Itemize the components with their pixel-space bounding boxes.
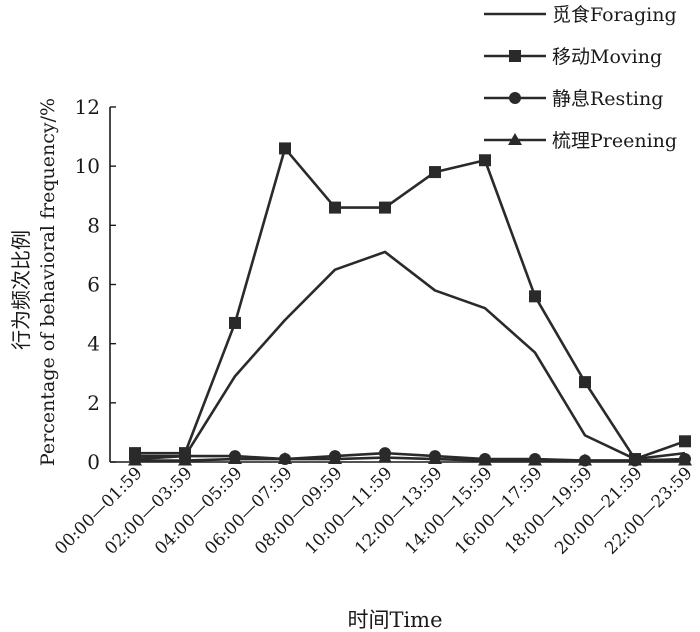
- x-tick-label: 12:00—13:59: [351, 463, 446, 558]
- series-line-preening: [135, 456, 685, 462]
- data-point-preening: [678, 453, 692, 466]
- data-point-preening: [178, 453, 192, 466]
- legend-marker-resting: [509, 92, 521, 104]
- series-line-moving: [135, 147, 686, 461]
- data-point-preening: [528, 453, 542, 466]
- y-tick-label: 6: [87, 273, 100, 297]
- x-tick-label: 16:00—17:59: [451, 463, 546, 558]
- x-tick-label: 02:00—03:59: [101, 463, 196, 558]
- data-point-preening: [128, 453, 142, 466]
- y-axis-label-en: Percentage of behavioral frequency/%: [37, 98, 59, 466]
- data-point-moving: [529, 290, 541, 303]
- legend-label-preening: 梳理Preening: [552, 130, 677, 152]
- x-tick-label: 10:00—11:59: [301, 463, 396, 558]
- y-axis-label-en-group: Percentage of behavioral frequency/%: [37, 98, 59, 466]
- y-tick-label: 8: [87, 213, 100, 237]
- y-tick-label: 10: [75, 154, 100, 178]
- data-point-moving: [429, 166, 441, 179]
- data-point-preening: [628, 453, 642, 466]
- data-point-preening: [278, 452, 292, 465]
- x-tick-label: 14:00—15:59: [401, 463, 496, 558]
- x-tick-label: 00:00—01:59: [51, 463, 146, 558]
- data-point-preening: [328, 452, 342, 465]
- legend-item-resting: 静息Resting: [484, 88, 663, 110]
- series-resting: [129, 447, 691, 467]
- series-foraging: [135, 250, 686, 461]
- y-axis-label-cn: 行为频次比例: [9, 230, 33, 350]
- x-tick-label: 04:00—05:59: [151, 463, 246, 558]
- y-tick-label: 12: [75, 95, 100, 119]
- data-point-moving: [379, 201, 391, 214]
- legend-label-moving: 移动Moving: [552, 46, 662, 68]
- legend-label-resting: 静息Resting: [552, 88, 663, 110]
- legend-item-foraging: 觅食Foraging: [484, 4, 677, 26]
- legend-marker-preening: [508, 133, 522, 145]
- x-tick-label: 18:00—19:59: [501, 463, 596, 558]
- x-tick-label: 22:00—23:59: [601, 463, 696, 558]
- legend-label-foraging: 觅食Foraging: [552, 4, 677, 26]
- data-point-moving: [229, 316, 241, 329]
- data-point-preening: [578, 453, 592, 466]
- x-axis-label: 时间Time: [347, 608, 442, 632]
- legend-item-moving: 移动Moving: [484, 46, 662, 68]
- series-group: [128, 142, 692, 467]
- x-tick-label: 08:00—09:59: [251, 463, 346, 558]
- series-preening: [128, 450, 692, 466]
- data-point-moving: [279, 142, 291, 155]
- data-point-preening: [478, 453, 492, 466]
- data-point-moving: [579, 376, 591, 389]
- x-tick-label: 20:00—21:59: [551, 463, 646, 558]
- data-point-preening: [428, 452, 442, 465]
- data-point-moving: [329, 201, 341, 214]
- series-line-foraging: [135, 250, 686, 461]
- y-ticks: 0 2 4 6 8 10 12: [75, 95, 116, 474]
- y-tick-label: 0: [87, 450, 100, 474]
- legend-marker-moving: [509, 50, 521, 62]
- y-tick-label: 2: [87, 391, 100, 415]
- data-point-moving: [479, 154, 491, 167]
- series-moving: [129, 142, 691, 466]
- data-point-moving: [679, 435, 691, 448]
- legend: 觅食Foraging 移动Moving 静息Resting 梳理Preening: [484, 4, 677, 152]
- data-point-preening: [378, 450, 392, 463]
- x-tick-label: 06:00—07:59: [201, 463, 296, 558]
- y-axis-label-cn-group: 行为频次比例: [9, 230, 33, 350]
- y-tick-label: 4: [87, 332, 100, 356]
- legend-item-preening: 梳理Preening: [484, 130, 677, 152]
- data-point-preening: [228, 452, 242, 465]
- x-ticks: 00:00—01:5902:00—03:5904:00—05:5906:00—0…: [51, 456, 697, 559]
